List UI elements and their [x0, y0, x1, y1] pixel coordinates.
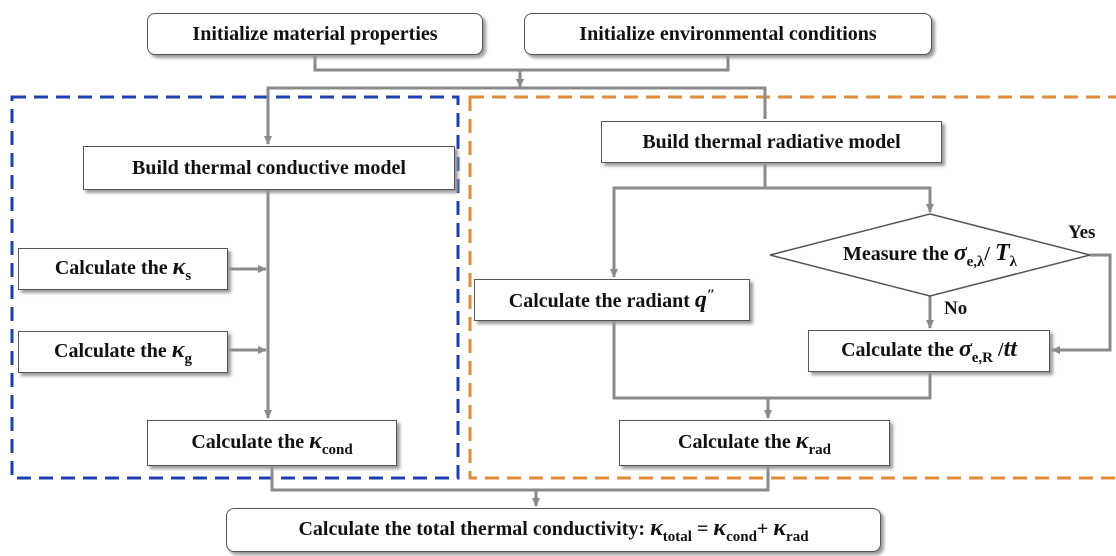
decision-node: Measure the σe,λ/ Tλ	[770, 214, 1090, 296]
label-part: κ	[172, 253, 186, 280]
label-part: κ	[773, 514, 787, 541]
conductive-region	[10, 95, 460, 480]
radiative-region	[468, 95, 1116, 480]
label-part: q	[694, 286, 707, 313]
label-part: rad	[786, 528, 809, 545]
edge-label: Yes	[1068, 222, 1096, 243]
label-part: /	[984, 242, 995, 265]
label-part: s	[185, 267, 192, 284]
process-node: Calculate the κg	[18, 331, 228, 373]
label-part: =	[691, 517, 714, 540]
label-part: σ	[958, 335, 972, 362]
process-node: Initialize material properties	[147, 13, 483, 55]
process-node: Build thermal radiative model	[601, 121, 942, 163]
label-part: total	[662, 528, 692, 545]
decision-shape	[769, 213, 1091, 297]
label-part: Initialize environmental conditions	[579, 22, 877, 45]
label-part: Initialize material properties	[192, 22, 438, 45]
label-part: κ	[309, 427, 322, 454]
label-part: e,λ	[966, 253, 985, 270]
label-part: /	[993, 338, 1004, 361]
label-part: κ	[171, 336, 185, 363]
label-part: Calculate the	[191, 430, 310, 453]
label-part: Calculate the	[54, 339, 172, 362]
label-part: κ	[650, 514, 663, 541]
label-part: cond	[726, 528, 757, 545]
arrows	[228, 55, 1112, 507]
label-part: +	[756, 517, 774, 540]
label-part: cond	[321, 441, 353, 458]
label-part: σ	[953, 239, 967, 266]
process-node: Initialize environmental conditions	[524, 13, 932, 55]
process-node: Calculate the σe,R /tt	[808, 330, 1050, 372]
label-part: Calculate the	[54, 256, 173, 279]
label-part: e,R	[971, 349, 994, 366]
label-part: κ	[795, 427, 809, 454]
label-part: Calculate the radiant	[508, 289, 695, 312]
edge-label: No	[944, 298, 968, 319]
process-node: Calculate the radiant q″	[474, 279, 750, 321]
process-node: Build thermal conductive model	[83, 146, 455, 190]
process-node: Calculate the κcond	[147, 420, 397, 466]
label-part: Calculate the total thermal conductivity…	[298, 517, 651, 540]
process-node: Calculate the κrad	[619, 420, 890, 466]
label-part: tt	[1003, 335, 1017, 362]
label-part: Build thermal radiative model	[642, 130, 901, 153]
label-part: Measure the	[842, 242, 954, 265]
label-part: ″	[706, 286, 716, 303]
process-node: Calculate the total thermal conductivity…	[226, 508, 881, 552]
label-part: rad	[808, 441, 831, 458]
label-part: κ	[713, 514, 727, 541]
label-part: Calculate the	[678, 430, 796, 453]
process-node: Calculate the κs	[18, 248, 228, 290]
label-part: g	[184, 350, 192, 367]
label-part: λ	[1009, 253, 1018, 270]
label-part: Calculate the	[841, 338, 959, 361]
label-part: Build thermal conductive model	[132, 156, 406, 179]
label-part: T	[994, 239, 1010, 266]
